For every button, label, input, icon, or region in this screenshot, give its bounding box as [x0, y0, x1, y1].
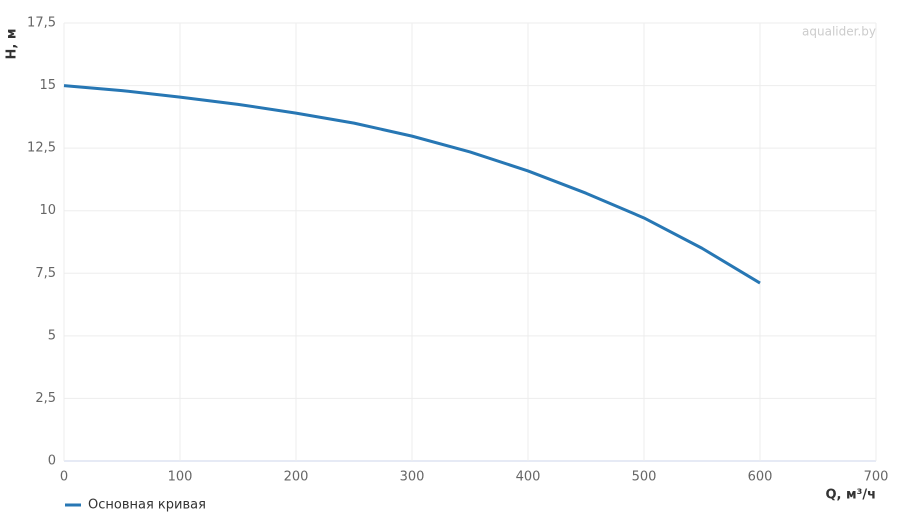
x-tick-label: 0	[60, 470, 68, 485]
x-tick-label: 100	[168, 470, 193, 485]
legend-label: Основная кривая	[88, 498, 206, 513]
x-tick-label: 400	[516, 470, 541, 485]
x-tick-label: 300	[400, 470, 425, 485]
y-tick-label: 5	[48, 328, 56, 343]
x-axis-title: Q, м³/ч	[825, 488, 876, 503]
x-tick-label: 200	[284, 470, 309, 485]
y-tick-label: 7,5	[35, 266, 56, 281]
y-tick-label: 15	[39, 78, 56, 93]
y-tick-label: 0	[48, 454, 56, 469]
x-tick-label: 600	[748, 470, 773, 485]
x-tick-label: 700	[864, 470, 889, 485]
watermark: aqualider.by	[802, 25, 876, 39]
y-tick-label: 17,5	[27, 16, 56, 31]
y-tick-label: 2,5	[35, 391, 56, 406]
y-tick-label: 12,5	[27, 141, 56, 156]
x-tick-label: 500	[632, 470, 657, 485]
y-axis-title: H, м	[5, 29, 20, 60]
y-tick-label: 10	[39, 203, 56, 218]
line	[63, 84, 761, 285]
